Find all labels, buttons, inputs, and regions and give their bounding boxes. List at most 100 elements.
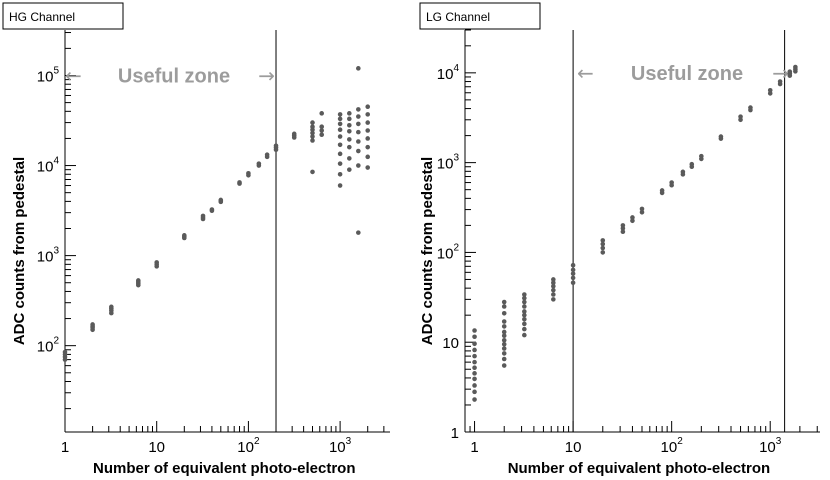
data-point	[472, 359, 477, 365]
useful-zone-right-arrow: →	[258, 63, 275, 87]
data-point	[347, 156, 352, 161]
data-point	[472, 397, 477, 402]
data-point	[347, 111, 352, 116]
data-point	[699, 153, 704, 159]
data-point	[347, 122, 352, 128]
data-point	[347, 167, 352, 172]
data-point	[522, 304, 527, 309]
data-point	[337, 127, 343, 133]
data-point	[365, 120, 371, 125]
data-point	[472, 353, 477, 359]
data-point	[337, 134, 343, 139]
data-point	[767, 91, 773, 96]
data-point	[365, 112, 371, 117]
data-point	[209, 207, 215, 212]
data-point	[337, 171, 343, 177]
data-point	[669, 180, 674, 185]
data-point	[365, 128, 371, 133]
data-point	[337, 161, 343, 166]
data-point	[356, 66, 361, 71]
useful-zone-left-arrow: ←	[65, 63, 82, 87]
data-point	[365, 144, 371, 150]
x-tick-label: 103	[759, 436, 782, 456]
data-point	[356, 121, 361, 127]
data-point	[501, 304, 507, 309]
data-point	[472, 341, 477, 347]
data-point	[319, 111, 325, 116]
data-point	[347, 116, 352, 122]
data-point	[630, 215, 635, 220]
data-point	[337, 151, 343, 157]
y-tick-label: 105	[37, 65, 60, 85]
data-point	[522, 326, 527, 332]
data-point	[600, 241, 606, 247]
data-point	[365, 104, 371, 110]
data-point	[777, 79, 783, 84]
data-point	[501, 310, 507, 316]
x-tick-label: 102	[661, 436, 684, 456]
data-point	[237, 180, 242, 185]
data-point	[218, 197, 224, 203]
data-point	[319, 128, 325, 133]
data-point	[472, 376, 477, 382]
data-point	[310, 124, 315, 130]
data-point	[522, 321, 527, 327]
data-point	[718, 134, 724, 139]
data-point	[356, 107, 361, 112]
data-point	[90, 322, 95, 327]
useful-zone-right-arrow: →	[772, 61, 789, 85]
data-point	[639, 209, 645, 215]
x-axis-label: Number of equivalent photo-electron	[508, 460, 771, 477]
data-point	[570, 262, 576, 268]
data-point	[310, 169, 315, 175]
data-point	[522, 292, 527, 297]
chart-title: LG Channel	[426, 10, 490, 24]
y-tick-label: 103	[437, 153, 460, 173]
lg-channel-panel: LG Channel 1 10 102 103 1 10 102 103 104 Number of…	[419, 2, 820, 477]
data-point	[787, 69, 793, 74]
x-tick-label: 1	[470, 439, 478, 456]
data-point	[337, 183, 343, 188]
data-point	[600, 238, 606, 243]
data-point	[630, 218, 635, 224]
data-point	[319, 124, 325, 130]
data-point	[551, 277, 556, 282]
data-point	[551, 292, 556, 297]
data-point	[62, 349, 68, 355]
data-point	[620, 229, 626, 235]
y-axis-label: ADC counts from pedestal	[11, 157, 28, 345]
data-point	[570, 275, 576, 281]
data-point	[551, 297, 556, 302]
data-point	[501, 319, 507, 324]
x-tick-label: 102	[237, 436, 260, 456]
data-point	[347, 137, 352, 142]
data-point	[291, 131, 297, 137]
data-point	[182, 233, 187, 238]
data-point	[273, 143, 279, 149]
data-point	[310, 130, 315, 136]
data-point	[600, 245, 606, 251]
data-point	[337, 121, 343, 127]
data-point	[136, 278, 141, 283]
data-point	[501, 299, 507, 305]
data-point	[551, 287, 556, 293]
data-point	[501, 341, 507, 347]
data-point	[200, 213, 206, 219]
useful-zone-label: Useful zone	[631, 63, 743, 85]
data-point	[472, 334, 477, 340]
data-point	[620, 223, 626, 228]
data-point	[501, 329, 507, 335]
data-point	[472, 328, 477, 333]
y-tick-label: 104	[437, 63, 460, 83]
useful-zone-left-arrow: ←	[577, 61, 594, 85]
data-point	[472, 365, 477, 371]
data-point	[501, 351, 507, 356]
y-tick-label: 10	[442, 335, 459, 352]
data-point	[109, 304, 114, 310]
data-point	[154, 260, 160, 265]
data-point	[264, 152, 270, 157]
y-tick-label: 1	[451, 425, 459, 442]
data-point	[365, 165, 371, 170]
data-point	[356, 114, 361, 119]
data-point	[600, 250, 606, 255]
